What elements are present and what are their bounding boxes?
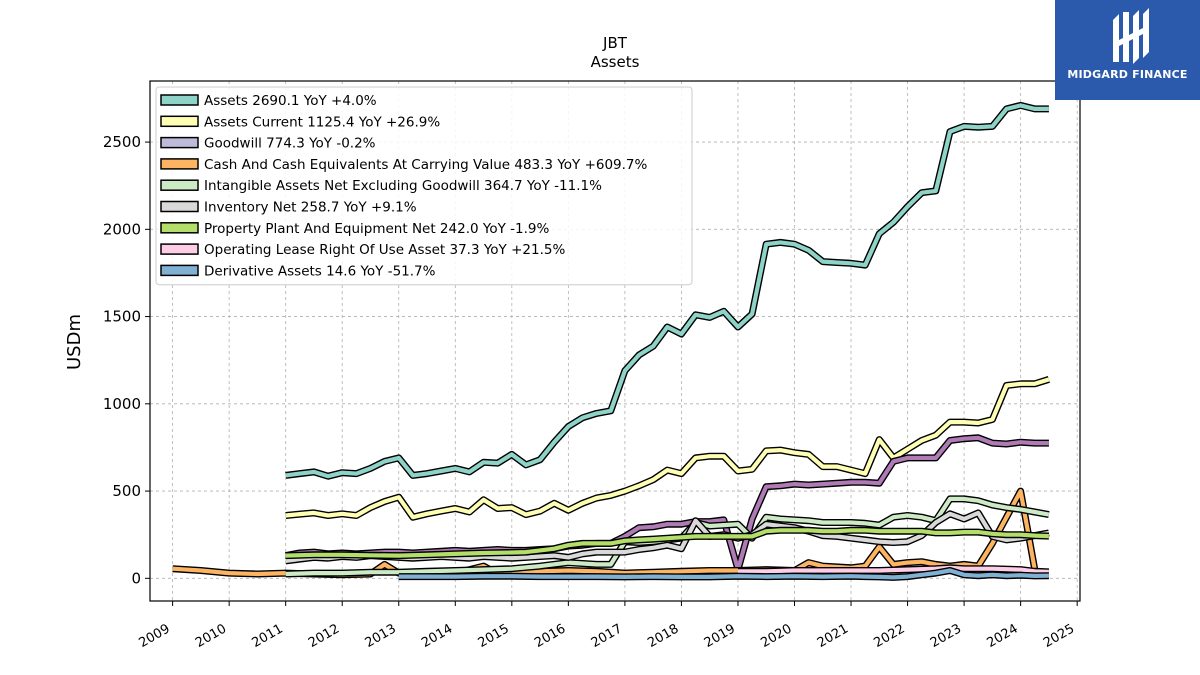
watermark-brand: MIDGARD FINANCE bbox=[1067, 68, 1188, 81]
legend-entry: Operating Lease Right Of Use Asset 37.3 … bbox=[204, 242, 565, 258]
x-tick-label: 2024 bbox=[984, 621, 1020, 651]
x-tick-label: 2023 bbox=[928, 621, 964, 651]
legend-entry: Intangible Assets Net Excluding Goodwill… bbox=[204, 178, 602, 194]
y-tick-label: 2000 bbox=[103, 220, 141, 238]
legend-swatch bbox=[160, 200, 199, 213]
legend-swatch bbox=[160, 136, 199, 149]
chart-title: JBT bbox=[602, 34, 628, 52]
y-tick-label: 2500 bbox=[103, 133, 141, 151]
x-tick-label: 2020 bbox=[758, 621, 794, 651]
x-tick-label: 2021 bbox=[815, 621, 851, 651]
legend-swatch bbox=[160, 243, 199, 255]
legend-entry: Assets 2690.1 YoY +4.0% bbox=[204, 93, 377, 109]
plot-frame bbox=[149, 80, 1081, 602]
x-tick-label: 2009 bbox=[136, 621, 172, 651]
legend-swatch bbox=[160, 264, 199, 277]
x-tick-label: 2025 bbox=[1041, 621, 1077, 651]
x-tick-label: 2022 bbox=[871, 621, 907, 651]
y-axis-label: USDm bbox=[64, 314, 85, 370]
series-layer bbox=[172, 101, 1050, 581]
legend-entry: Cash And Cash Equivalents At Carrying Va… bbox=[204, 157, 648, 173]
series-line bbox=[398, 568, 1049, 580]
legend: Assets 2690.1 YoY +4.0% Assets Current 11… bbox=[155, 86, 693, 286]
legend-swatch bbox=[160, 158, 199, 170]
legend-entry: Goodwill 774.3 YoY -0.2% bbox=[204, 136, 376, 152]
watermark-logo: MIDGARD FINANCE bbox=[1055, 0, 1200, 100]
series-line bbox=[285, 103, 1049, 479]
legend-swatch bbox=[160, 179, 199, 191]
x-tick-label: 2019 bbox=[702, 621, 738, 651]
legend-entry: Inventory Net 258.7 YoY +9.1% bbox=[204, 200, 417, 216]
y-tick-label: 500 bbox=[112, 482, 141, 500]
midgard-logo-icon bbox=[1113, 8, 1149, 64]
legend-swatch bbox=[160, 115, 199, 128]
y-tick-label: 1500 bbox=[103, 308, 141, 326]
series-line bbox=[285, 496, 1050, 577]
series-line bbox=[285, 377, 1050, 520]
x-tick-label: 2015 bbox=[476, 621, 512, 651]
x-tick-label: 2017 bbox=[589, 621, 625, 651]
x-tick-label: 2013 bbox=[363, 621, 399, 651]
y-tick-label: 1000 bbox=[103, 395, 141, 413]
legend-swatch bbox=[160, 222, 199, 234]
legend-entry: Assets Current 1125.4 YoY +26.9% bbox=[204, 114, 440, 130]
y-tick-label: 0 bbox=[131, 569, 141, 587]
legend-entry: Property Plant And Equipment Net 242.0 Y… bbox=[204, 221, 549, 237]
x-tick-label: 2011 bbox=[250, 621, 286, 651]
x-tick-label: 2014 bbox=[419, 621, 455, 651]
x-tick-label: 2012 bbox=[306, 621, 342, 651]
x-tick-label: 2018 bbox=[645, 621, 681, 651]
series-line bbox=[738, 565, 1049, 574]
x-tick-label: 2010 bbox=[193, 621, 229, 651]
legend-swatch bbox=[160, 94, 199, 106]
x-tick-label: 2016 bbox=[532, 621, 568, 651]
chart-subtitle: Assets bbox=[591, 53, 640, 71]
series-line bbox=[285, 528, 1049, 558]
legend-entry: Derivative Assets 14.6 YoY -51.7% bbox=[204, 263, 436, 279]
legend-box bbox=[155, 86, 693, 286]
